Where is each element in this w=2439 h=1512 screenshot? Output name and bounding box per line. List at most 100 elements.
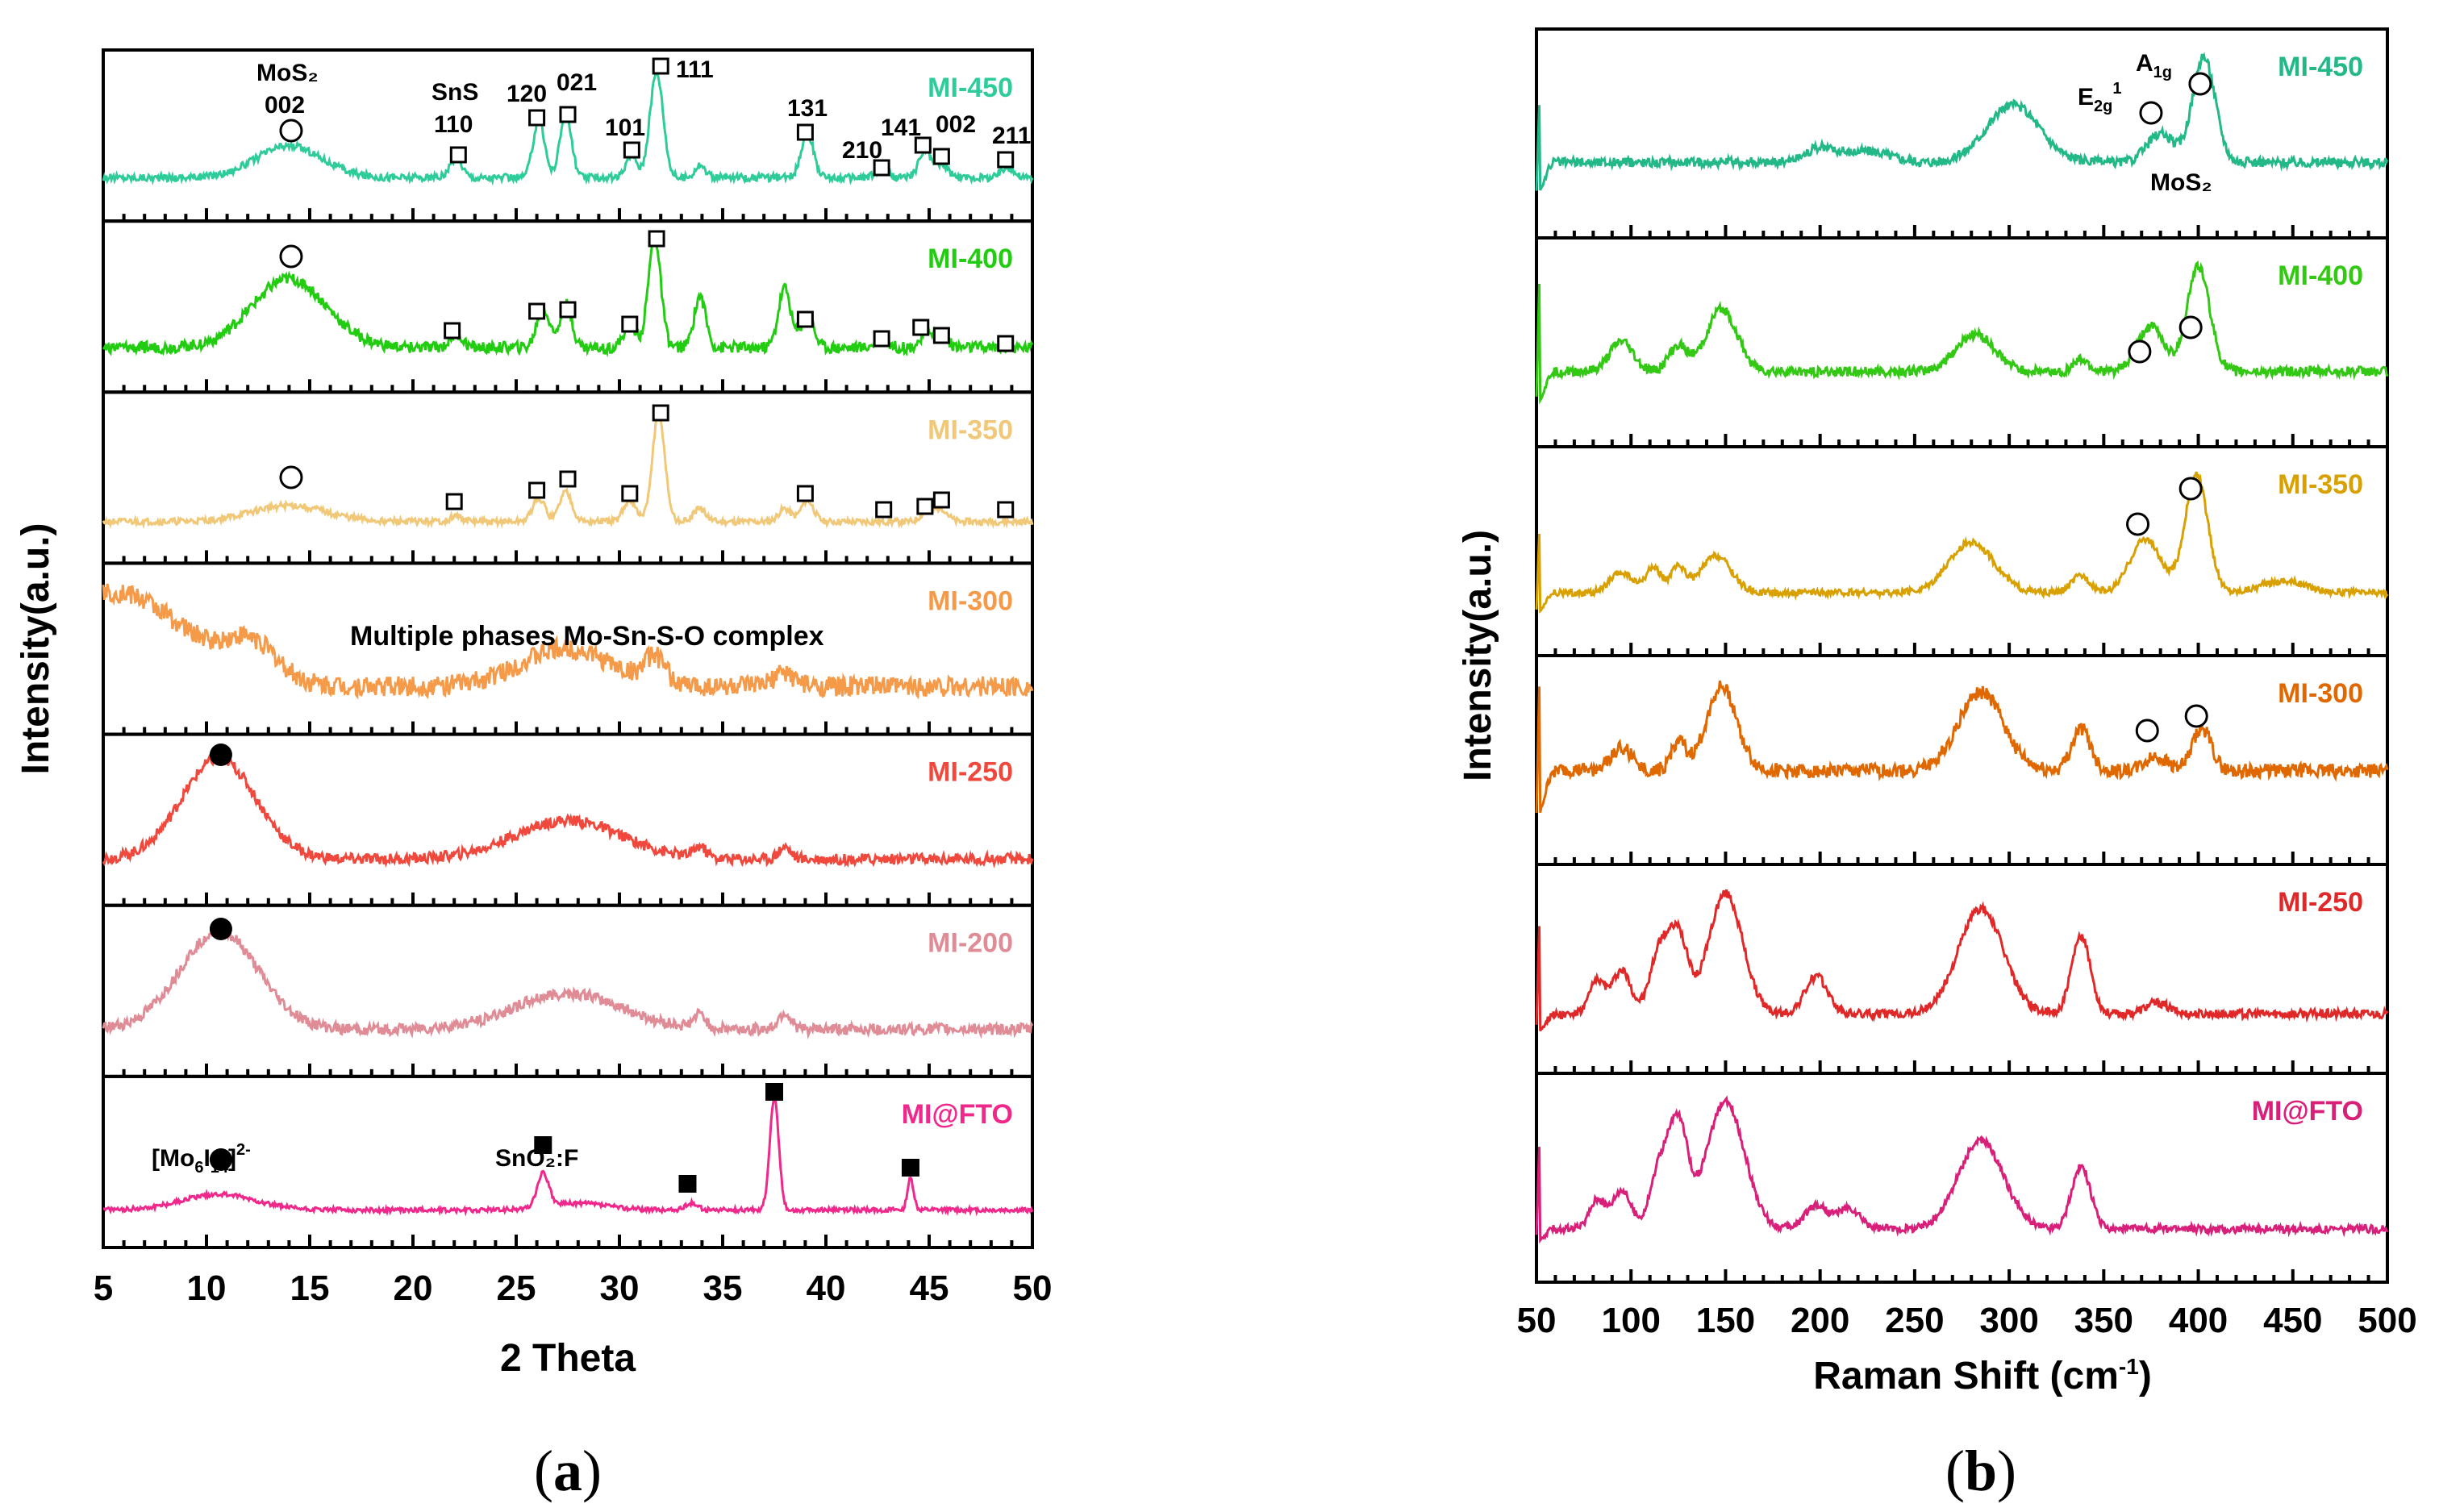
e2g-marker xyxy=(2128,339,2152,364)
x-tick-label: 15 xyxy=(290,1268,330,1308)
mos2-label-b: MoS₂ xyxy=(2150,169,2212,196)
series-line xyxy=(1535,471,2389,614)
sns-111-label: 111 xyxy=(676,56,714,83)
series-label: MI-250 xyxy=(2278,887,2363,918)
subplot-mi-300: MI-300 xyxy=(1535,654,2389,866)
e2g-marker xyxy=(2135,719,2159,743)
sns-marker xyxy=(648,230,665,248)
mos2-marker xyxy=(279,119,303,143)
mo6i14-mid: I xyxy=(203,1145,210,1172)
e2g-marker xyxy=(2139,101,2163,125)
subplot-frame xyxy=(102,1074,1034,1250)
sns-marker xyxy=(873,330,890,348)
series-line xyxy=(102,410,1034,530)
panel-b-label: (b) xyxy=(1945,1439,2016,1503)
a1g-marker xyxy=(2188,72,2212,96)
series-label: MI-250 xyxy=(928,757,1013,788)
e2g-main: E xyxy=(2078,84,2094,110)
subplot-frame xyxy=(1535,863,2389,1075)
y-axis-title: Intensity(a.u.) xyxy=(1457,530,1499,781)
subplot-mi-fto: MI@FTO xyxy=(102,1074,1034,1250)
x-tick-label: 400 xyxy=(2169,1301,2228,1340)
series-label: MI-450 xyxy=(928,73,1013,103)
sns-marker xyxy=(796,310,814,328)
sns-marker xyxy=(932,491,950,509)
a1g-main: A xyxy=(2136,50,2153,77)
panel-a-annotations: MoS₂ 002 SnS 110 120 021 101 111 131 210… xyxy=(152,56,1031,1177)
sno2f-marker xyxy=(765,1083,783,1101)
sns-marker xyxy=(997,151,1015,169)
x-tick-label: 5 xyxy=(94,1268,113,1308)
mos2-label-a: MoS₂ xyxy=(256,60,319,86)
series-label: MI-450 xyxy=(2278,52,2363,82)
mo6i14-marker xyxy=(209,918,232,940)
multiple-phases-label: Multiple phases Mo-Sn-S-O complex xyxy=(350,621,824,652)
sns-marker xyxy=(932,327,950,344)
mo6i14-close: ] xyxy=(228,1145,236,1172)
a1g-marker xyxy=(2184,704,2208,728)
x-tick-label: 45 xyxy=(910,1268,949,1308)
subplot-frame xyxy=(1535,27,2389,240)
subplot-frame xyxy=(102,732,1034,907)
series-label: MI-200 xyxy=(928,928,1013,959)
series-label: MI-300 xyxy=(2278,678,2363,709)
sns-marker xyxy=(528,302,546,320)
sns-211-label: 211 xyxy=(992,123,1031,149)
sns-marker xyxy=(444,322,461,339)
subplot-mi-200: MI-200 xyxy=(102,903,1034,1078)
sns-marker xyxy=(796,123,814,141)
x-tick-label: 250 xyxy=(1885,1301,1944,1340)
sns-marker xyxy=(997,335,1015,352)
sns-131-label: 131 xyxy=(787,95,828,122)
sns-002-label: 002 xyxy=(936,111,976,138)
series-line xyxy=(1535,52,2389,191)
x-tick-label: 20 xyxy=(394,1268,433,1308)
series-label: MI-350 xyxy=(928,414,1013,445)
sno2f-marker xyxy=(534,1136,552,1154)
mos2-marker xyxy=(279,244,303,269)
sns-marker xyxy=(559,106,577,123)
x-axis-title: 2 Theta xyxy=(500,1337,636,1380)
series-label: MI-300 xyxy=(928,585,1013,616)
sns-marker xyxy=(873,159,890,177)
x-tick-label: 30 xyxy=(600,1268,640,1308)
series-label: MI@FTO xyxy=(902,1099,1013,1130)
raman-xlabel-main: Raman Shift (cm xyxy=(1813,1355,2119,1397)
sns-label: SnS xyxy=(432,79,478,106)
x-tick-label: 500 xyxy=(2358,1301,2416,1340)
series-label: MI-350 xyxy=(2278,469,2363,500)
e2g-marker xyxy=(2126,512,2150,536)
series-line xyxy=(1535,260,2389,405)
series-line xyxy=(102,1093,1034,1217)
subplot-mi-250: MI-250 xyxy=(1535,863,2389,1075)
mo6i14-label: [Mo6I14]2- xyxy=(152,1141,251,1177)
mos2-marker xyxy=(279,465,303,489)
sno2f-marker xyxy=(901,1159,919,1177)
y-axis-title: Intensity(a.u.) xyxy=(15,523,57,774)
subplot-frame xyxy=(1535,445,2389,657)
a1g-marker xyxy=(2178,477,2203,501)
x-tick-label: 300 xyxy=(1979,1301,2038,1340)
x-tick-label: 40 xyxy=(807,1268,846,1308)
sns-marker xyxy=(932,148,950,165)
raman-xlabel-close: ) xyxy=(2139,1355,2152,1397)
sns-021-label: 021 xyxy=(557,69,597,96)
sns-marker xyxy=(449,146,467,164)
subplot-mi-450: MI-450 xyxy=(1535,27,2389,240)
sns-marker xyxy=(445,493,463,510)
series-label: MI-400 xyxy=(928,244,1013,274)
x-tick-label: 100 xyxy=(1602,1301,1661,1340)
x-tick-label: 450 xyxy=(2263,1301,2322,1340)
mos2-002-label: 002 xyxy=(265,92,305,119)
sns-marker xyxy=(997,501,1015,519)
panel-a-letter: a xyxy=(553,1439,582,1503)
x-tick-label: 50 xyxy=(1013,1268,1053,1308)
panel-b-raman: MI-450 MI-400 MI-350 MI-300 MI-250 MI@FTO 50 10… xyxy=(1457,27,2417,1340)
raman-x-axis-title: Raman Shift (cm-1) xyxy=(1813,1354,2152,1397)
sns-marker xyxy=(528,109,546,127)
subplot-frame xyxy=(1535,654,2389,866)
x-tick-label: 25 xyxy=(497,1268,536,1308)
series-line xyxy=(102,750,1034,868)
sns-marker xyxy=(916,498,934,515)
